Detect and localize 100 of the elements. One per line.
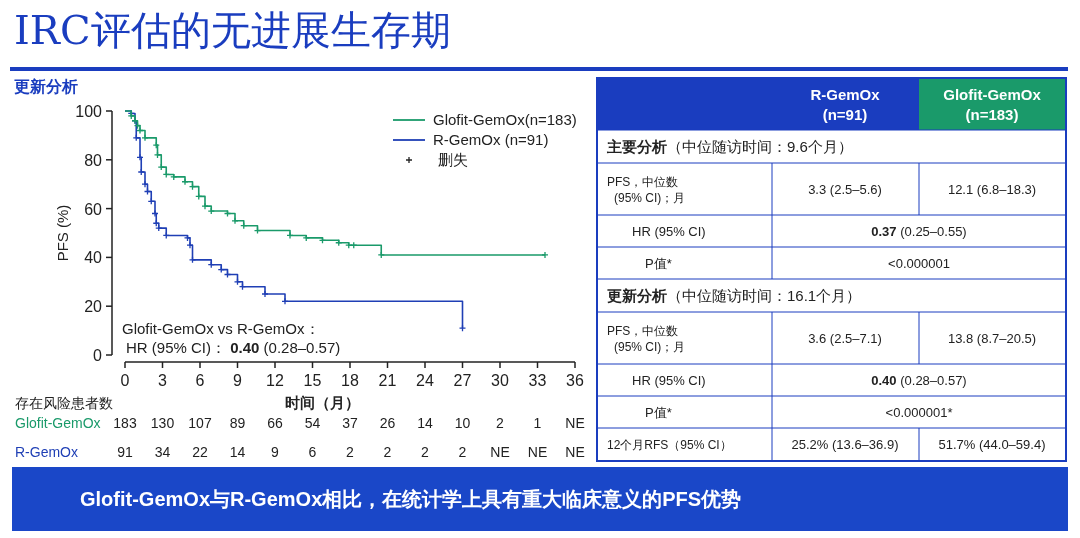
point — [170, 173, 178, 181]
x-tick-label: 12 — [266, 372, 284, 389]
x-tick-label: 3 — [158, 372, 168, 389]
x-tick-label: 9 — [233, 372, 243, 389]
text: 6 — [308, 444, 317, 460]
title: IRC评估的无进展生存期 — [14, 7, 451, 53]
point — [377, 251, 385, 259]
x-tick-label: 27 — [453, 372, 472, 389]
text: 2 — [458, 444, 467, 460]
point — [153, 151, 162, 159]
text: 2 — [346, 444, 355, 460]
x-tick-label: 30 — [491, 372, 509, 389]
text: 91 — [117, 444, 133, 460]
text: 37 — [342, 415, 358, 431]
text: 3.6 (2.5–7.1) — [808, 331, 882, 346]
y-tick-label: 100 — [75, 103, 103, 120]
y-axis-title: PFS (%) — [54, 204, 71, 262]
legend-label: R-GemOx (n=91) — [433, 131, 549, 148]
x-tick-label: 21 — [378, 372, 397, 389]
text: 26 — [379, 415, 396, 431]
text: HR (95% CI) — [632, 373, 706, 388]
text: 51.7% (44.0–59.4) — [938, 437, 1046, 452]
text: 更新分析（中位随访时间：16.1个月） — [607, 287, 862, 304]
point — [286, 231, 294, 240]
text: NE — [565, 415, 585, 431]
text: (95% CI)；月 — [614, 340, 686, 354]
text: <0.000001* — [885, 405, 953, 420]
x-tick-label: 33 — [528, 372, 547, 389]
text: R-GemOx — [810, 86, 881, 103]
annotation: HR (95% CI)： 0.40 (0.28–0.57) — [126, 339, 341, 356]
x-axis-title: 时间（月） — [284, 394, 360, 411]
text: 12.1 (6.8–18.3) — [947, 182, 1037, 197]
annotation: 删失 — [438, 151, 468, 168]
point — [281, 297, 289, 305]
text: P值* — [645, 405, 672, 420]
annotation: Glofit-GemOx vs R-GemOx： — [122, 320, 320, 337]
x-tick-label: 0 — [120, 372, 130, 389]
text: 54 — [304, 415, 321, 431]
text: 107 — [188, 415, 212, 431]
text: <0.000001 — [888, 256, 950, 271]
point — [157, 163, 165, 171]
point — [201, 202, 209, 210]
x-tick-label: 15 — [303, 372, 322, 389]
text: 0.40 (0.28–0.57) — [871, 373, 967, 388]
text: R-GemOx — [15, 444, 78, 460]
text: 3.3 (2.5–5.6) — [808, 182, 882, 197]
text: 2 — [421, 444, 430, 460]
text: 13.8 (8.7–20.5) — [947, 331, 1037, 346]
chart-subtitle: 更新分析 — [14, 78, 78, 95]
text: P值* — [645, 256, 672, 271]
text: Glofit-GemOx — [943, 86, 1042, 103]
text: 89 — [229, 415, 246, 431]
y-tick-label: 20 — [84, 298, 103, 316]
text: 2 — [496, 415, 505, 431]
point — [261, 290, 269, 298]
x-tick-label: 6 — [195, 372, 205, 389]
x-tick-label: 18 — [341, 372, 359, 389]
y-tick-label: 40 — [84, 249, 103, 267]
text: 2 — [383, 444, 392, 460]
y-tick-label: 60 — [84, 200, 103, 218]
text: Glofit-GemOx与R-GemOx相比，在统计学上具有重大临床意义的PFS优势 — [80, 488, 742, 510]
legend-label: Glofit-GemOx(n=183) — [433, 111, 577, 128]
y-tick-label: 80 — [84, 151, 103, 169]
point — [183, 234, 192, 242]
text: PFS，中位数 — [607, 324, 679, 338]
text: 34 — [154, 444, 171, 460]
text: PFS，中位数 — [607, 175, 679, 189]
text: 130 — [150, 415, 175, 431]
text: 12个月RFS（95% CI） — [607, 438, 732, 452]
text: 25.2% (13.6–36.9) — [791, 437, 899, 452]
y-tick-label: 0 — [93, 347, 103, 364]
x-tick-label: 36 — [566, 372, 584, 389]
point — [137, 168, 145, 176]
text: NE — [490, 444, 510, 460]
text: Glofit-GemOx — [15, 415, 101, 431]
text: 0.37 (0.25–0.55) — [871, 224, 967, 239]
text: 22 — [192, 444, 208, 460]
text: 存在风险患者数 — [15, 395, 113, 411]
text: 66 — [267, 415, 283, 431]
text: (95% CI)；月 — [614, 191, 686, 205]
point — [151, 209, 159, 218]
text: NE — [565, 444, 585, 460]
text: 10 — [454, 415, 471, 431]
text: NE — [527, 444, 548, 460]
text: 14 — [417, 415, 433, 431]
point — [181, 178, 189, 186]
text: HR (95% CI) — [632, 224, 706, 239]
text: 14 — [229, 444, 246, 460]
text: 183 — [113, 415, 137, 431]
point — [136, 126, 144, 135]
point — [207, 207, 215, 215]
text: (n=183) — [965, 106, 1019, 123]
text: (n=91) — [822, 106, 868, 123]
point — [186, 241, 194, 249]
x-tick-label: 24 — [416, 372, 434, 389]
text: 1 — [533, 415, 542, 431]
point — [141, 134, 149, 142]
point — [231, 217, 239, 225]
text: 9 — [271, 444, 280, 460]
point — [136, 153, 144, 162]
